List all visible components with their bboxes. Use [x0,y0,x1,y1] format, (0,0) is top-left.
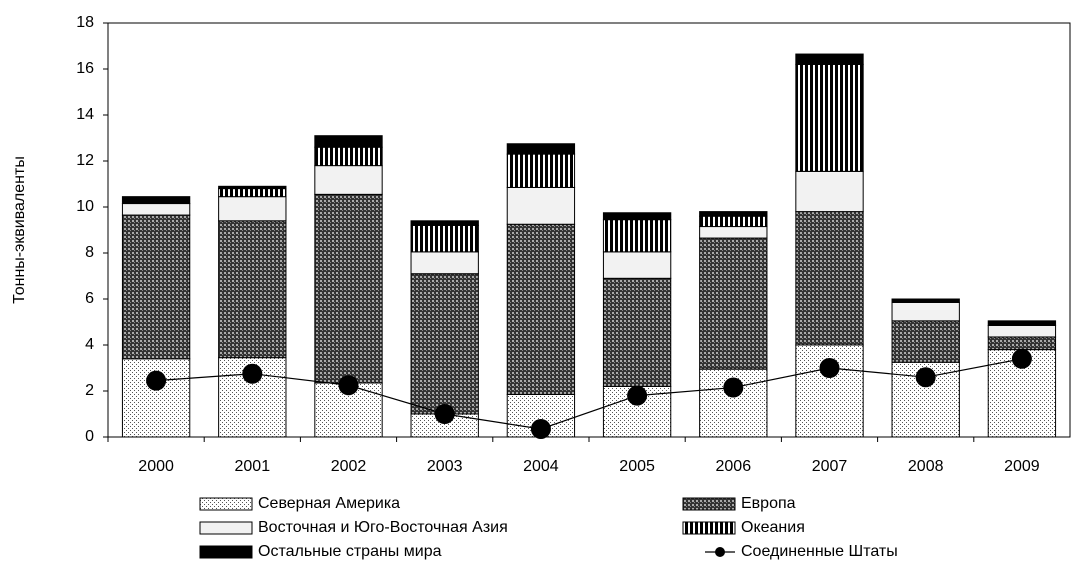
bar-segment [602,277,672,387]
bar-segment [602,385,672,438]
legend-label: Европа [741,495,796,512]
line-marker [627,385,648,406]
y-tick-label: 12 [76,152,94,169]
bar-segment [314,193,383,384]
bar-segment [218,220,287,359]
bar-segment [795,53,864,65]
bar-segment [506,186,576,225]
x-tick-label: 2002 [331,458,367,475]
y-axis-label: Тонны-эквиваленты [11,156,28,304]
x-tick-label: 2001 [235,458,271,475]
y-tick-label: 10 [76,198,94,215]
bar-segment [218,188,287,198]
legend-swatch [199,521,253,535]
legend-swatch [199,545,253,559]
bar-segment [891,320,960,363]
bar-segment [410,273,479,415]
legend-swatch [199,497,253,511]
x-tick-label: 2005 [619,458,655,475]
y-tick-label: 6 [85,290,94,307]
legend-label: Северная Америка [258,495,400,512]
line-marker [530,418,551,439]
legend-label: Остальные страны мира [258,543,442,560]
legend-swatch [682,497,736,511]
y-tick-label: 18 [76,14,94,31]
bar-segment [121,214,191,360]
bar-segment [795,170,864,213]
y-tick-label: 14 [76,106,94,123]
x-tick-label: 2006 [716,458,752,475]
y-tick-label: 2 [85,382,94,399]
bar-segment [410,251,479,275]
legend-label: Восточная и Юго-Восточная Азия [258,519,508,536]
bar-segment [314,146,383,167]
bar-segment [699,237,768,370]
x-tick-label: 2004 [523,458,559,475]
bar-segment [506,153,576,188]
bar-segment [410,224,479,253]
bar-segment [891,298,960,303]
bar-segment [699,211,768,217]
y-tick-label: 4 [85,336,94,353]
y-tick-label: 0 [85,428,94,445]
y-tick-label: 8 [85,244,94,261]
line-marker [1011,348,1032,369]
bar-segment [218,196,287,222]
bar-segment [314,135,383,148]
bar-segment [987,324,1057,338]
bar-segment [121,358,191,438]
line-marker [434,404,455,424]
legend-swatch [682,521,736,535]
x-tick-label: 2003 [427,458,463,475]
bar-segment [314,165,383,195]
bar-segment [699,226,768,239]
legend-marker [715,547,725,557]
bar-segment [602,219,672,253]
bar-segment [121,196,191,205]
legend-label: Океания [741,519,805,536]
bar-segment [506,223,576,395]
bar-segment [987,320,1057,326]
line-marker [819,358,840,378]
bar-segment [795,63,864,172]
bar-segment [699,215,768,228]
bar-segment [506,143,576,155]
bar-segment [121,203,191,216]
legend-label: Соединенные Штаты [741,543,898,560]
bar-segment [602,212,672,221]
bar-segment [987,336,1057,351]
bar-segment [218,185,287,190]
bar-segment [891,301,960,322]
x-tick-label: 2008 [908,458,944,475]
x-tick-label: 2007 [812,458,848,475]
line-marker [146,370,167,391]
line-marker [338,375,359,396]
bar-segment [410,220,479,226]
line-marker [915,367,936,388]
x-tick-label: 2000 [138,458,174,475]
line-series [156,358,1023,430]
x-tick-label: 2009 [1004,458,1040,475]
line-marker [242,363,263,384]
bar-segment [795,211,864,346]
line-marker [723,377,744,398]
bar-segment [602,251,672,279]
y-tick-label: 16 [76,60,94,77]
